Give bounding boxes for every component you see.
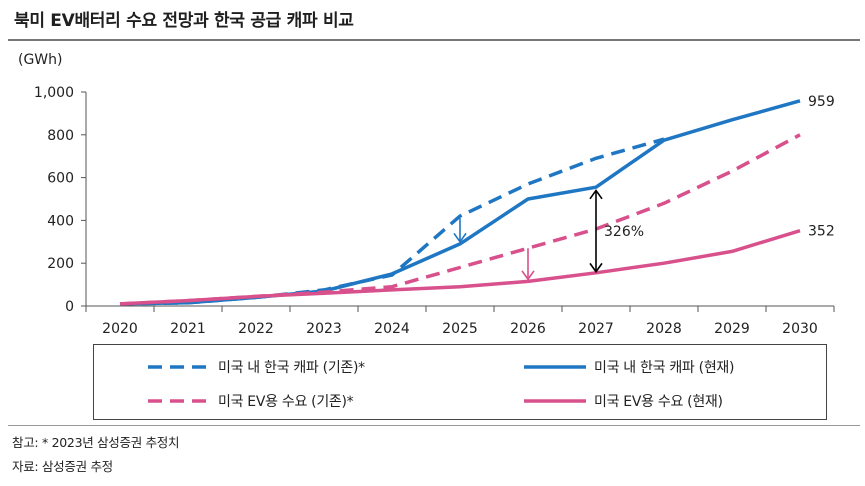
line-chart: (GWh) 0 200 400 600 800 1,000 2020 2021 2022 2023…: [18, 52, 835, 337]
legend-item: 미국 내 한국 캐파 (기존)*: [148, 357, 365, 377]
chart-title: 북미 EV배터리 수요 전망과 한국 공급 캐파 비교: [14, 11, 354, 31]
legend: 미국 내 한국 캐파 (기존)* 미국 내 한국 캐파 (현재) 미국 EV용 …: [93, 344, 827, 420]
x-tick-label: 2027: [578, 321, 614, 337]
annotation-label: 326%: [604, 224, 644, 240]
arrow-head: [453, 232, 467, 244]
x-tick-label: 2024: [374, 321, 410, 337]
arrow-head: [521, 270, 535, 281]
y-tick-label: 1,000: [34, 85, 74, 101]
x-tick-label: 2021: [170, 321, 206, 337]
x-tick-label: 2022: [238, 321, 274, 337]
series-layer: [119, 99, 801, 306]
y-tick-label: 400: [47, 213, 74, 229]
legend-label: 미국 내 한국 캐파 (기존)*: [218, 360, 365, 376]
chart-axes: 0 200 400 600 800 1,000 2020 2021 2022 2023 2024 20…: [34, 85, 835, 337]
legend-label: 미국 내 한국 캐파 (현재): [594, 360, 735, 376]
x-tick-label: 2023: [306, 321, 342, 337]
legend-swatch-solid-blue: [524, 365, 586, 369]
annotation-layer: 959 352 326%: [453, 94, 835, 281]
series-line-0: [119, 137, 665, 306]
legend-swatch-dashed-pink: [148, 399, 210, 403]
legend-item: 미국 EV용 수요 (기존)*: [148, 391, 354, 411]
x-tick-label: 2030: [782, 321, 818, 337]
x-tick-label: 2028: [646, 321, 682, 337]
legend-label: 미국 EV용 수요 (기존)*: [218, 394, 354, 410]
footnote: 참고: * 2023년 삼성증권 추정치: [12, 435, 180, 450]
arrow-head: [589, 189, 603, 200]
legend-swatch-solid-pink: [524, 399, 586, 403]
data-label: 352: [808, 224, 835, 240]
legend-item: 미국 내 한국 캐파 (현재): [524, 357, 734, 377]
x-tick-label: 2025: [442, 321, 478, 337]
source-note: 자료: 삼성증권 추정: [12, 459, 113, 474]
legend-swatch-dashed-blue: [148, 365, 210, 369]
y-tick-label: 800: [47, 128, 74, 144]
y-tick-label: 200: [47, 256, 74, 272]
title-divider: [8, 39, 860, 41]
data-label: 959: [808, 94, 835, 110]
footer-divider: [8, 425, 860, 426]
x-tick-label: 2029: [714, 321, 750, 337]
y-unit-label: (GWh): [18, 52, 63, 68]
y-tick-label: 0: [65, 299, 74, 315]
x-tick-label: 2026: [510, 321, 546, 337]
arrow-head: [589, 262, 603, 274]
y-tick-label: 600: [47, 171, 74, 187]
legend-item: 미국 EV용 수요 (현재): [524, 391, 723, 411]
series-line-3: [119, 229, 801, 306]
x-tick-label: 2020: [102, 321, 138, 337]
series-line-1: [119, 99, 801, 306]
legend-label: 미국 EV용 수요 (현재): [594, 394, 723, 410]
